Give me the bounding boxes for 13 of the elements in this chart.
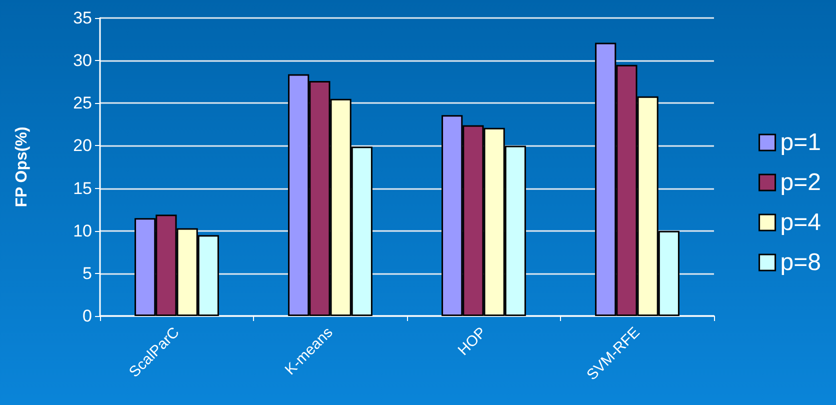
y-tick-label: 0 (82, 306, 92, 326)
y-tick-label: 10 (73, 221, 92, 240)
legend-label: p=8 (780, 249, 822, 276)
y-tick-label: 35 (73, 8, 92, 28)
y-tick-label: 25 (73, 94, 92, 113)
legend-label: p=4 (780, 209, 822, 236)
y-tick-label: 30 (73, 51, 92, 70)
legend-label: p=1 (780, 129, 822, 156)
y-tick-label: 15 (73, 178, 92, 198)
legend-label: p=2 (780, 169, 822, 196)
y-tick-label: 20 (73, 136, 92, 156)
y-tick-label: 5 (82, 264, 92, 283)
y-axis-title: FP Ops(%) (14, 126, 30, 208)
